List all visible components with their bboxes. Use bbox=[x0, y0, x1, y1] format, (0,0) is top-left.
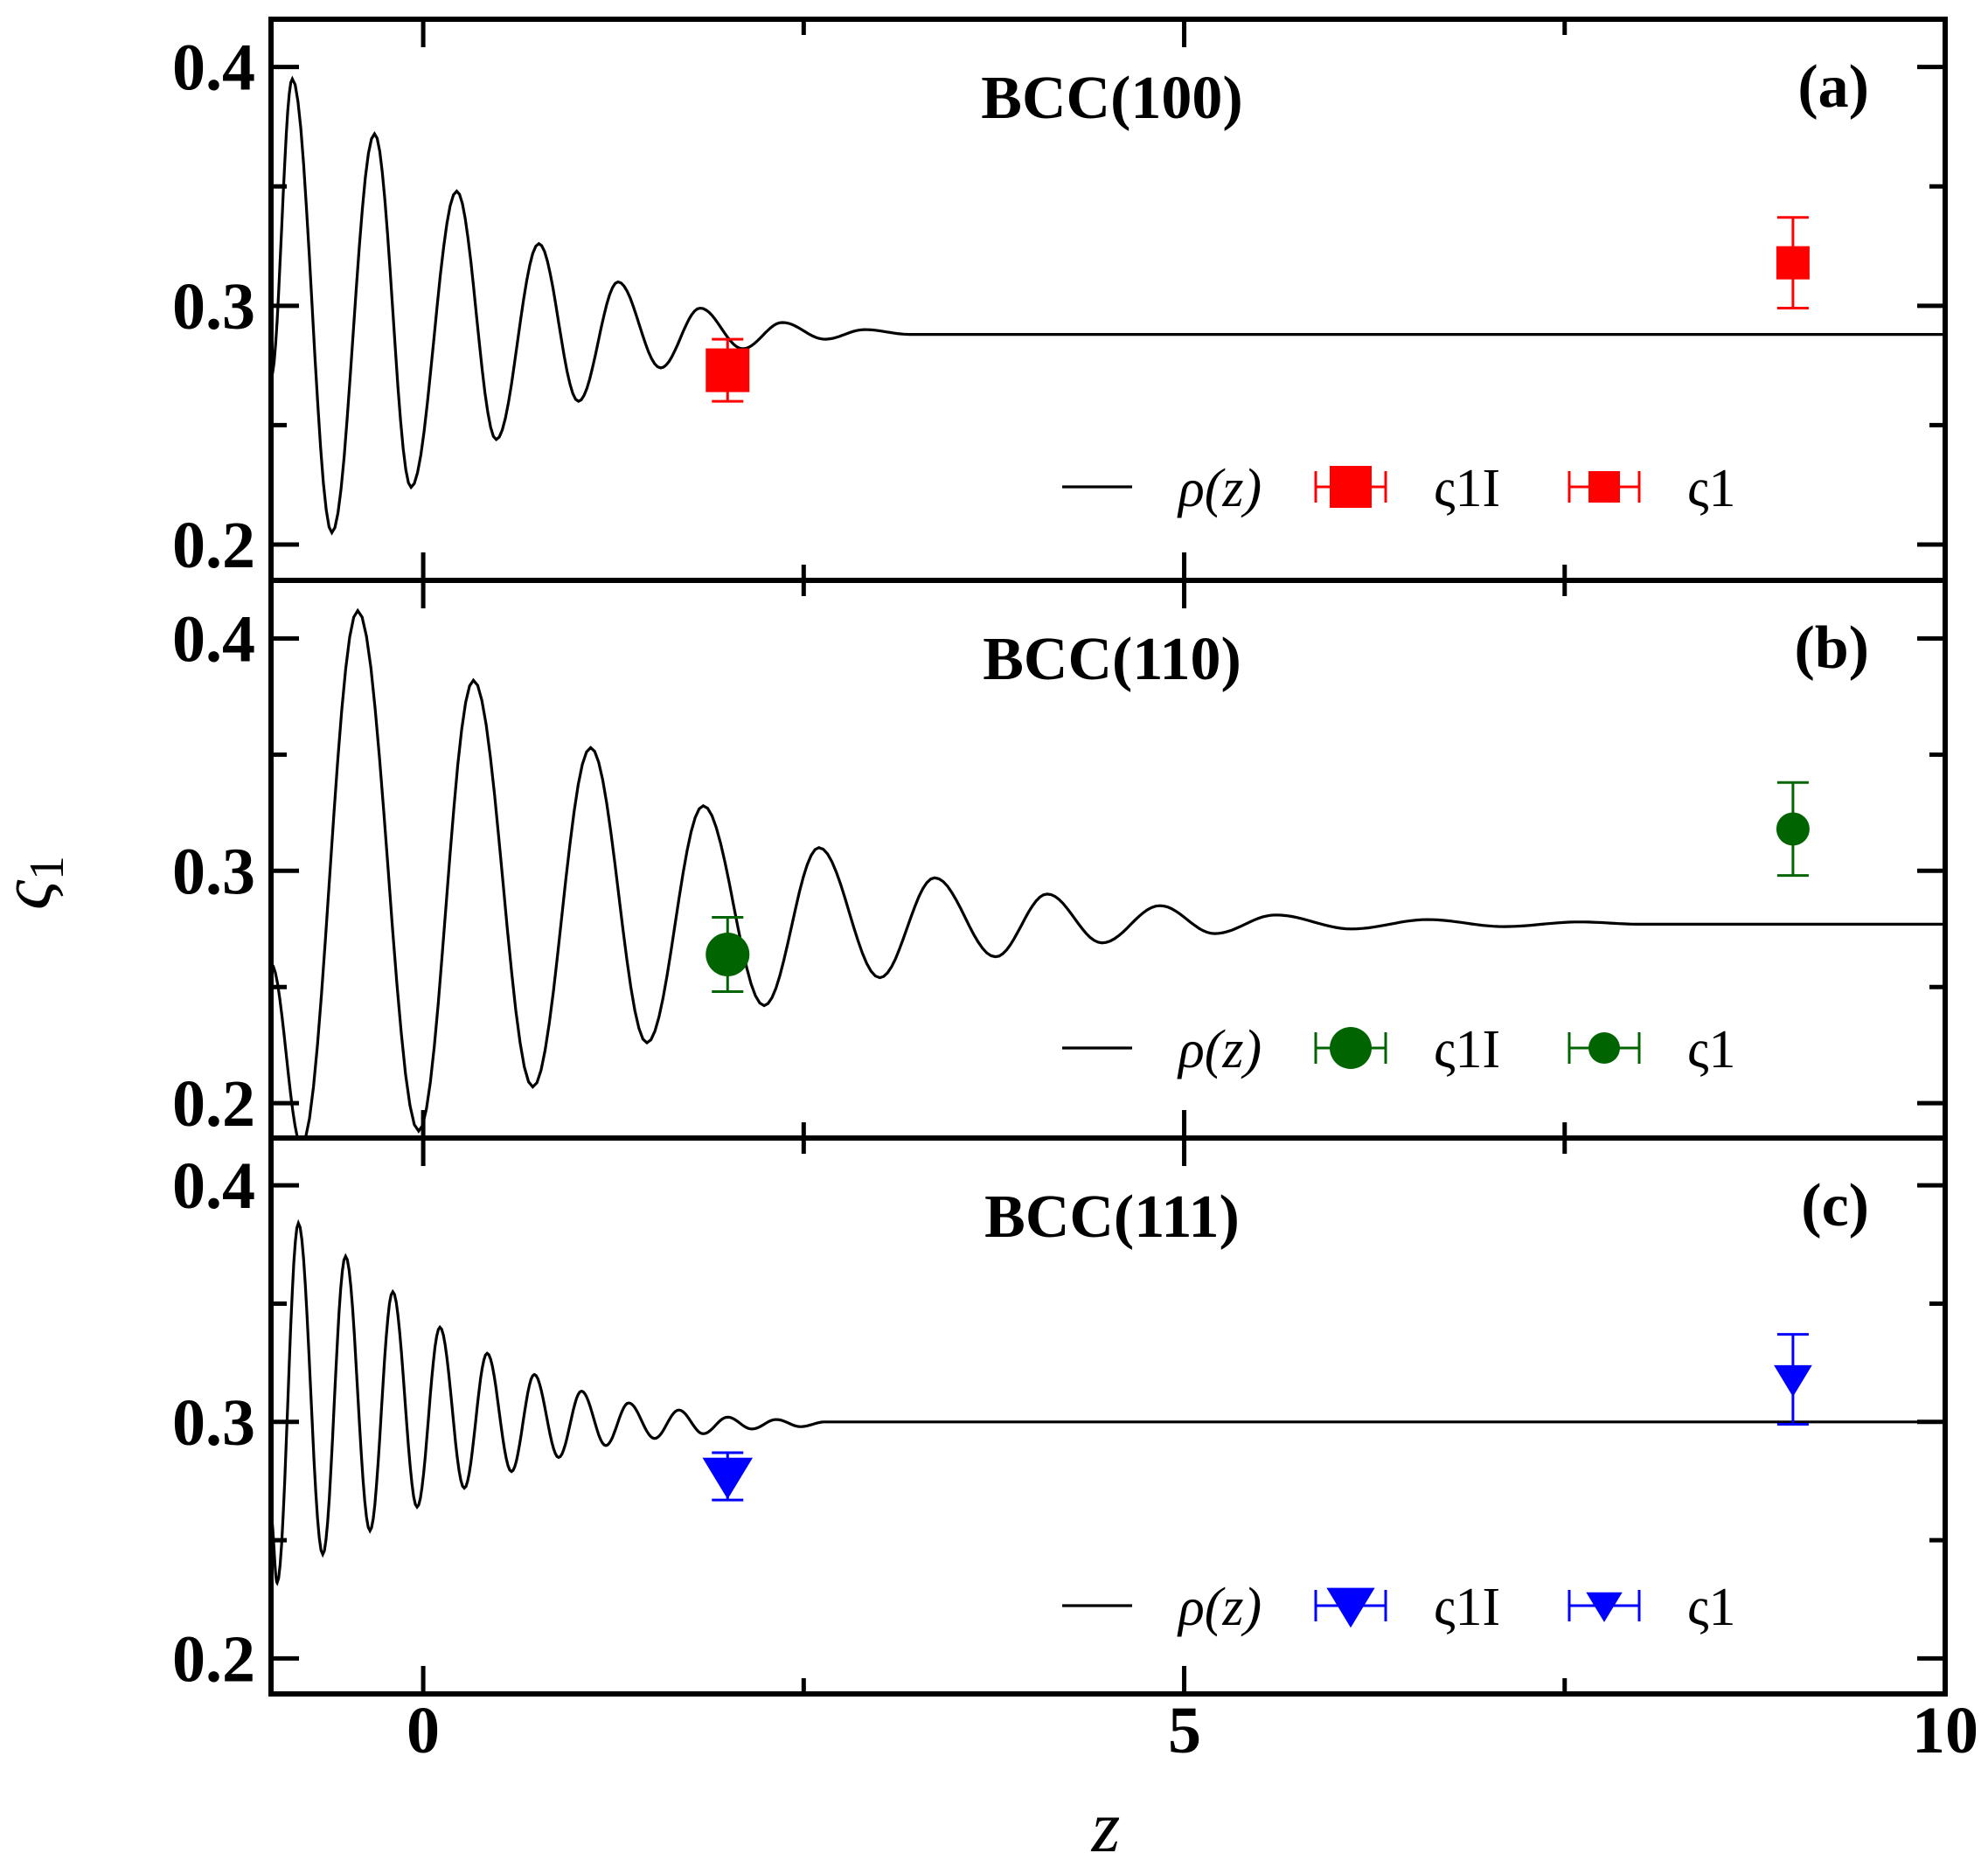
y-tick-label: 0.2 bbox=[172, 509, 255, 582]
panel-b: 0.2 0.3 0.4 BCC(110) (b) ρ(z) ς1I ς1 bbox=[172, 578, 1948, 1141]
y-tick-label: 0.4 bbox=[172, 31, 255, 105]
panel-a: 0.2 0.3 0.4 BCC(100) (a) ρ(z) ς1I ς1 bbox=[172, 17, 1948, 583]
y-tick-label: 0.2 bbox=[172, 1622, 255, 1696]
y-tick-label: 0.4 bbox=[172, 602, 255, 676]
legend-label: ρ(z) bbox=[1177, 1020, 1262, 1079]
rho-curve bbox=[271, 1218, 1945, 1586]
panel-tag: (b) bbox=[1794, 614, 1869, 682]
legend-label: ρ(z) bbox=[1177, 459, 1262, 518]
legend: ρ(z) ς1I ς1 bbox=[1062, 459, 1736, 518]
legend-label: ς1I bbox=[1434, 1578, 1500, 1637]
y-tick-label: 0.3 bbox=[172, 835, 255, 908]
plot-frame bbox=[268, 1135, 1948, 1697]
panel-title: BCC(100) bbox=[981, 65, 1242, 132]
x-tick-label: 0 bbox=[407, 1694, 440, 1767]
legend-label: ρ(z) bbox=[1177, 1578, 1262, 1637]
x-axis-label: z bbox=[1091, 1787, 1121, 1860]
data-point-small bbox=[1776, 812, 1810, 846]
panel-title: BCC(110) bbox=[983, 626, 1241, 693]
legend-label: ς1 bbox=[1687, 1578, 1736, 1637]
rho-curve bbox=[271, 75, 1945, 536]
legend-marker-small bbox=[1586, 1592, 1623, 1622]
data-point-large bbox=[706, 932, 750, 976]
legend-label: ς1I bbox=[1434, 1020, 1500, 1079]
legend-marker-large bbox=[1330, 1027, 1372, 1069]
y-tick-label: 0.3 bbox=[172, 1386, 255, 1460]
panel-c: 0.2 0.3 0.4 BCC(111) (c) ρ(z) ς1I ς1 bbox=[172, 1135, 1948, 1697]
data-point-small bbox=[1776, 246, 1810, 280]
legend-label: ς1 bbox=[1687, 459, 1736, 518]
panels: 0.2 0.3 0.4 BCC(100) (a) ρ(z) ς1I ς1 0.2 0.3 0.4 BC… bbox=[172, 17, 1948, 1697]
panel-title: BCC(111) bbox=[984, 1183, 1240, 1251]
panel-tag: (a) bbox=[1797, 53, 1869, 121]
rho-curve bbox=[271, 607, 1945, 1138]
y-tick-label: 0.4 bbox=[172, 1149, 255, 1223]
x-tick-labels: 0 5 10 bbox=[407, 1694, 1978, 1767]
legend-label: ς1 bbox=[1687, 1020, 1736, 1079]
legend: ρ(z) ς1I ς1 bbox=[1062, 1578, 1736, 1637]
data-point-large bbox=[706, 348, 750, 392]
legend-marker-small bbox=[1588, 1032, 1620, 1064]
data-point-large bbox=[702, 1457, 754, 1500]
legend: ρ(z) ς1I ς1 bbox=[1062, 1020, 1736, 1079]
y-axis-label: ς1 bbox=[0, 856, 74, 910]
y-tick-label: 0.3 bbox=[172, 270, 255, 344]
legend-marker-large bbox=[1330, 466, 1372, 508]
panel-tag: (c) bbox=[1801, 1172, 1869, 1239]
y-tick-label: 0.2 bbox=[172, 1067, 255, 1141]
x-tick-label: 5 bbox=[1168, 1694, 1201, 1767]
x-tick-label: 10 bbox=[1912, 1694, 1978, 1767]
legend-label: ς1I bbox=[1434, 459, 1500, 518]
legend-marker-large bbox=[1326, 1587, 1375, 1628]
legend-marker-small bbox=[1588, 471, 1620, 503]
data-point-small bbox=[1774, 1364, 1812, 1398]
